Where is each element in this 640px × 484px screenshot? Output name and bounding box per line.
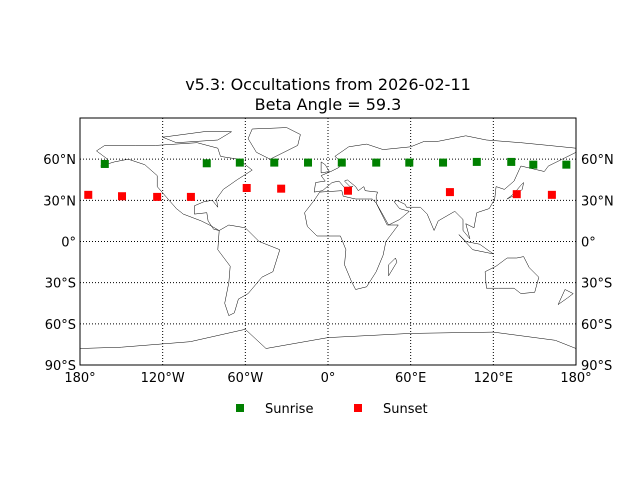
sunrise-point (472, 157, 481, 166)
y-tick-label-right: 60°S (581, 318, 612, 333)
sunrise-point (507, 157, 516, 166)
y-tick-label-right: 30°S (581, 277, 612, 292)
y-tick-label-left: 30°N (43, 194, 76, 209)
y-tick-label-left: 0° (61, 236, 76, 251)
sunset-point (547, 190, 556, 199)
y-tick-label-right: 90°S (581, 359, 612, 374)
sunrise-point (304, 158, 313, 167)
sunrise-point (202, 159, 211, 168)
coastline-eurasia (313, 135, 577, 239)
coastline-south-america (217, 224, 281, 316)
sunset-point (242, 183, 251, 192)
y-tick-label-left: 60°N (43, 153, 76, 168)
sunrise-point (562, 160, 571, 169)
x-tick-label: 180° (64, 371, 95, 386)
graticule (80, 118, 576, 365)
coastline-africa (304, 190, 399, 290)
legend: Sunrise Sunset (236, 402, 428, 417)
chart-subtitle: Beta Angle = 59.3 (255, 95, 402, 114)
coastline-new-zealand (557, 289, 574, 306)
y-tick-label-left: 30°S (45, 277, 76, 292)
coastline-antarctica (79, 329, 577, 349)
y-tick-label-right: 60°N (581, 153, 614, 168)
x-tick-label: 60°W (227, 371, 263, 386)
sunset-point (84, 190, 93, 199)
tick-labels: 180° 120°W 60°W 0° 60°E 120°E 180° 60°N 60°N 30°N… (43, 153, 614, 386)
chart-title: v5.3: Occultations from 2026-02-11 (185, 75, 471, 94)
coastline-madagascar (388, 257, 398, 277)
sunrise-point (100, 159, 109, 168)
sunset-legend-label: Sunset (383, 402, 428, 417)
sunset-point (186, 192, 195, 201)
sunrise-point (439, 158, 448, 167)
sunset-point (118, 192, 127, 201)
sunrise-legend-marker (236, 404, 244, 412)
y-tick-label-right: 0° (581, 236, 596, 251)
coastline-greenland (247, 127, 301, 160)
y-tick-label-left: 90°S (45, 359, 76, 374)
y-tick-label-right: 30°N (581, 194, 614, 209)
map-frame (79, 117, 577, 366)
coastline-australia (484, 256, 540, 294)
x-tick-label: 120°E (474, 371, 514, 386)
sunset-point (277, 184, 286, 193)
data-points (84, 157, 571, 201)
y-tick-label-left: 60°S (45, 318, 76, 333)
sunset-legend-marker (354, 404, 362, 412)
x-tick-label: 120°W (141, 371, 185, 386)
sunset-point (445, 188, 454, 197)
coastline-arctic-islands (161, 131, 233, 143)
sunrise-point (529, 160, 538, 169)
x-tick-label: 0° (321, 371, 336, 386)
coastline-north-america (96, 142, 253, 231)
coastline-indonesia (458, 234, 494, 255)
sunrise-point (270, 158, 279, 167)
sunrise-point (372, 158, 381, 167)
sunrise-point (235, 158, 244, 167)
sunset-point (153, 192, 162, 201)
sunrise-legend-label: Sunrise (265, 402, 313, 417)
sunrise-point (405, 158, 414, 167)
sunset-point (343, 186, 352, 195)
sunset-point (512, 190, 521, 199)
coastline-uk (320, 161, 330, 174)
x-tick-label: 60°E (395, 371, 426, 386)
x-tick-label: 180° (560, 371, 591, 386)
sunrise-point (337, 158, 346, 167)
